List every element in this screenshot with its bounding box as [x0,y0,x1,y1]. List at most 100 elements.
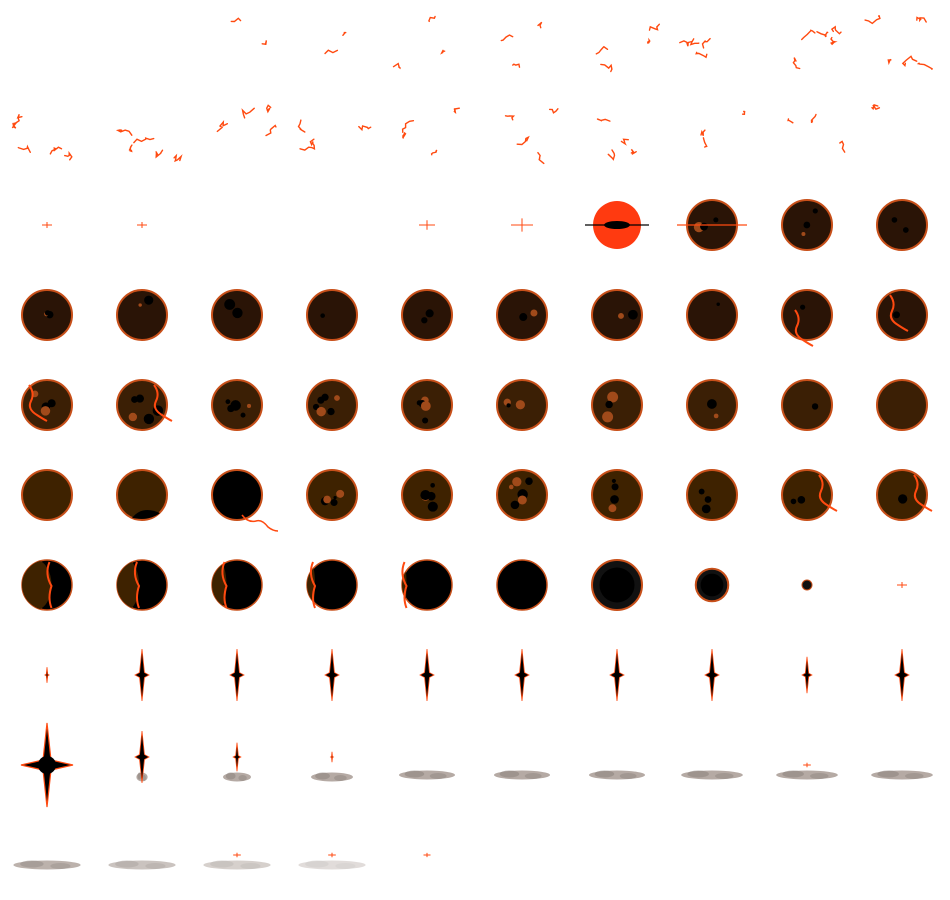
sprite-frame [380,810,475,900]
planet-crater [320,313,325,318]
planet-crater [135,394,144,403]
crack-fragment [887,58,892,66]
planet-crater [811,403,819,410]
sprite-frame [760,630,855,720]
sprite-frame [0,0,95,90]
sprite-frame [570,0,665,90]
crack-fragment [516,135,530,146]
sprite-frame [665,720,760,810]
crack-fragment [133,137,155,144]
sprite-frame [380,180,475,270]
planet-body [21,469,73,521]
planet-crater [143,413,155,425]
eclipse-terminator [221,561,228,609]
crack-fragment [830,36,838,46]
sprite-frame [190,540,285,630]
sprite-frame [285,630,380,720]
star-burst [232,742,242,772]
planet-crater [427,501,438,512]
planet-crater [510,500,520,510]
sprite-frame [285,720,380,810]
crack-fragment [342,31,347,36]
frame-canvas [871,104,881,111]
planet-crater [230,400,241,411]
sprite-frame [190,450,285,540]
sprite-frame [760,450,855,540]
sprite-frame [0,540,95,630]
crack-fragment [630,148,637,156]
frame-canvas [0,0,95,90]
crack-fragment [701,37,711,49]
planet-crater [225,399,231,405]
sprite-frame [760,90,855,180]
sprite-frame [190,180,285,270]
crack-fragment [700,129,706,137]
frame-canvas [514,648,530,702]
sprite-frame [380,450,475,540]
sprite-frame [570,720,665,810]
crack-fragment [548,108,559,114]
sprite-frame [285,270,380,360]
frame-canvas [285,180,380,270]
eclipse-terminator [401,561,408,609]
crack-fragment [49,146,63,155]
crack-fragment [64,150,73,161]
star-burst [134,730,150,784]
crack-fragment [816,30,829,38]
crack-fragment [500,34,514,42]
frame-canvas [596,118,637,161]
planet-crater [698,488,705,495]
frame-canvas [223,742,251,782]
smoke-cloud [776,770,838,780]
planet-vein [153,384,173,422]
crack-fragment [872,104,881,111]
frame-canvas [591,379,643,431]
spark [511,218,533,232]
frame-canvas [876,469,933,521]
planet-vein [818,474,838,512]
frame-canvas [876,379,928,431]
star-burst [419,648,435,702]
planet-crater [610,495,619,504]
sprite-frame [475,180,570,270]
sprite-frame [475,90,570,180]
crack-fragment [504,115,516,121]
sprite-frame [570,270,665,360]
frame-canvas [137,222,147,228]
sprite-frame [285,90,380,180]
sprite-frame [855,540,950,630]
frame-canvas [876,289,928,341]
planet-crater [800,304,806,310]
planet-body [876,379,928,431]
planet-crater [330,499,338,507]
sprite-frame [570,360,665,450]
sprite-frame [190,90,285,180]
sprite-frame [475,0,570,90]
crack-fragment [600,63,613,73]
crack-fragment [537,151,545,165]
crack-fragment [512,63,521,68]
frame-canvas [306,559,358,611]
core-inner [700,573,724,597]
planet-crater [602,411,614,423]
star-burst [704,648,720,702]
crack-fragment [689,38,700,46]
star-burst [229,648,245,702]
planet-body [876,199,928,251]
smoke-cloud [589,770,645,780]
frame-canvas [781,289,833,347]
sprite-frame [665,0,760,90]
crack-fragment [299,144,316,151]
frame-canvas [591,469,643,521]
crack-fragment [261,40,268,45]
sprite-frame [570,180,665,270]
crack-fragment [265,104,272,114]
star-burst [324,648,340,702]
planet-crater [801,232,806,237]
planet-shadow [132,509,160,519]
sprite-frame [855,270,950,360]
frame-canvas [306,289,358,341]
smoke-cloud [681,770,743,780]
frame-canvas [216,104,277,137]
frame-canvas [297,119,372,151]
